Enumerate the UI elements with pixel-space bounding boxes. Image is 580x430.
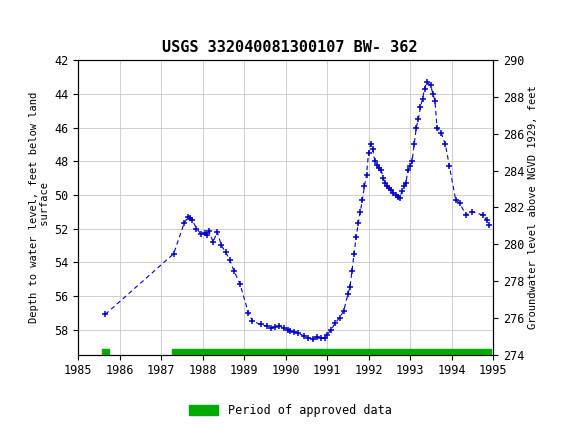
Legend: Period of approved data: Period of approved data bbox=[184, 399, 396, 422]
Text: USGS 332040081300107 BW- 362: USGS 332040081300107 BW- 362 bbox=[162, 40, 418, 55]
Text: ≋USGS: ≋USGS bbox=[3, 11, 74, 29]
Y-axis label: Depth to water level, feet below land
 surface: Depth to water level, feet below land su… bbox=[28, 92, 50, 323]
Y-axis label: Groundwater level above NGVD 1929, feet: Groundwater level above NGVD 1929, feet bbox=[528, 86, 538, 329]
